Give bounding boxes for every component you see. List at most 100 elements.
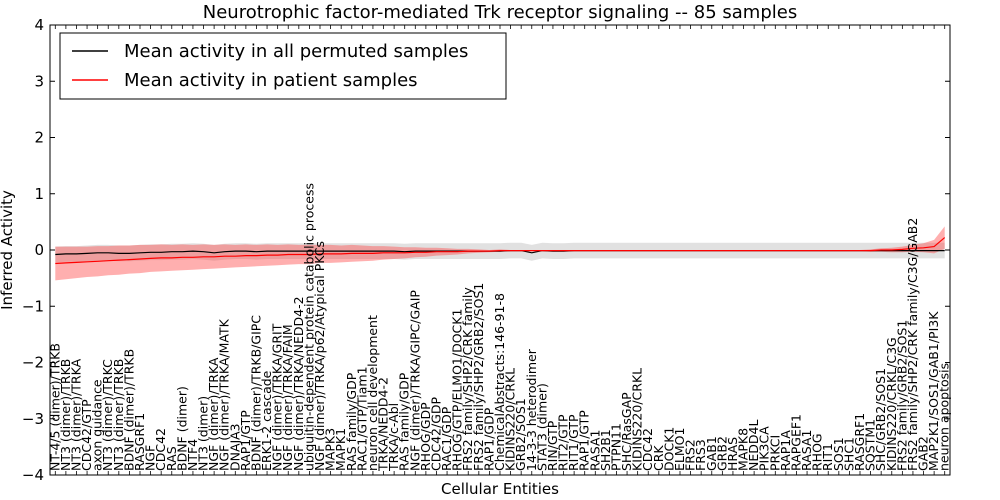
entity-label: MAP2K1/SOS1/GAB1/PI3K bbox=[926, 311, 941, 471]
entity-label: CDC42/GTP bbox=[79, 399, 94, 471]
entity-label: HRAS bbox=[725, 437, 740, 471]
y-tick-label: 0 bbox=[34, 241, 44, 259]
entity-label: PIK3CA bbox=[757, 426, 772, 471]
line-patient bbox=[55, 237, 946, 265]
entity-label: 14-3-3 heterodimer bbox=[524, 348, 539, 471]
y-tick-label: 4 bbox=[34, 16, 44, 34]
entity-label: RAC1/GDP bbox=[439, 406, 454, 471]
entity-label: RAS family/GDP bbox=[344, 372, 359, 471]
entity-label: NGF bbox=[143, 445, 158, 471]
entity-label: SQSTM1 bbox=[863, 419, 878, 471]
entity-label: RASA1 bbox=[799, 430, 814, 471]
entity-label: FRS2 family/SHP2/CRK family bbox=[460, 287, 475, 471]
entity-label: NT3 (dimer)/TRKC bbox=[100, 359, 115, 471]
entity-label: RHOG/GDP bbox=[418, 402, 433, 471]
x-axis-label: Cellular Entities bbox=[441, 480, 559, 498]
entity-label: neuron cell development bbox=[365, 315, 380, 471]
entity-label: NGF (dimer)/TRKA/FAIM bbox=[280, 324, 295, 471]
entity-label: RIN/GTP bbox=[545, 420, 560, 471]
entity-label: MAPK8 bbox=[736, 428, 751, 471]
entity-label: NGF (dimer)/TRKA bbox=[206, 357, 221, 471]
entity-label: RASA1 bbox=[587, 430, 602, 471]
entity-label: PTPN11 bbox=[609, 423, 624, 471]
entity-label: BDNF (dimer)/TRKB bbox=[121, 349, 136, 471]
band-patient bbox=[55, 226, 945, 281]
y-tick-label: −2 bbox=[22, 354, 44, 372]
legend-label: Mean activity in patient samples bbox=[124, 70, 418, 91]
entity-label: RAS bbox=[164, 446, 179, 471]
entity-label: NEDD4L bbox=[746, 420, 761, 471]
entity-label: FRS2 family/SHP2/GRB2/SOS1 bbox=[471, 283, 486, 471]
entity-label: RHOG/GTP/ELMO1/DOCK1 bbox=[450, 309, 465, 471]
series-lines bbox=[55, 237, 946, 265]
entity-label: GAB1 bbox=[704, 436, 719, 471]
chart-title: Neurotrophic factor-mediated Trk recepto… bbox=[203, 2, 797, 23]
entity-label: CRK bbox=[651, 445, 666, 471]
entity-label: RAP1A bbox=[778, 430, 793, 471]
entity-label: ERK1-2 cascade bbox=[259, 370, 274, 471]
entity-label: RIT1/GTP bbox=[566, 414, 581, 471]
entity-label: FRS2 family/GRB2/SOS1 bbox=[894, 320, 909, 471]
entity-label: BDNF (dimer) bbox=[174, 386, 189, 471]
entity-label: DNAJA3 bbox=[227, 424, 242, 472]
entity-label: SHC/GRB2/SOS1 bbox=[873, 368, 888, 471]
entity-label: RAP1/GDP bbox=[481, 407, 496, 471]
y-tick-label: −4 bbox=[22, 466, 44, 484]
band-permuted bbox=[55, 242, 945, 263]
entity-label: RAP1/GTP bbox=[577, 410, 592, 471]
entity-label: DOCK1 bbox=[661, 427, 676, 471]
entity-label: GAB2 bbox=[916, 436, 931, 471]
entity-label: KIDINS220/CRKL bbox=[503, 368, 518, 471]
y-tick-label: −3 bbox=[22, 410, 44, 428]
entity-label: SHC1 bbox=[841, 437, 856, 471]
legend: Mean activity in all permuted samples Mea… bbox=[59, 32, 507, 100]
entity-label: SHC/RasGAP bbox=[619, 392, 634, 471]
entity-label: BDNF (dimer)/TRKB/GIPC bbox=[249, 315, 264, 471]
entity-label: NT-4/5 (dimer)/TRKB bbox=[47, 343, 62, 471]
entity-label: GRB2/SOS1 bbox=[513, 398, 528, 471]
entity-label: RIT2/GTP bbox=[556, 414, 571, 471]
y-tick-label: −1 bbox=[22, 297, 44, 315]
entity-label: ELMO1 bbox=[672, 428, 687, 471]
entity-label: NT3 (dimer) bbox=[196, 396, 211, 471]
entity-label: FRS2 family/SHP2/CRK family/C3G/GAB2 bbox=[905, 218, 920, 471]
entity-label: RAPGEF1 bbox=[789, 414, 804, 471]
entity-label: RASGRF1 bbox=[132, 413, 147, 471]
entity-label: RHOG bbox=[810, 433, 825, 471]
entity-label: ubiquitin-dependent protein catabolic pr… bbox=[301, 183, 316, 471]
entity-label: STAT3 (dimer) bbox=[534, 383, 549, 471]
entity-label: NGF (dimer)/TRKA/GRIT bbox=[270, 323, 285, 471]
entity-label: TRKA/c-Abl bbox=[386, 403, 401, 472]
entity-label: MAPK1 bbox=[333, 428, 348, 471]
entity-label: RAS family/GDP bbox=[397, 372, 412, 471]
entity-label: CDC42/GDP bbox=[429, 396, 444, 471]
entity-label: TRKA/NEDD4-2 bbox=[376, 377, 391, 472]
y-tick-label: 3 bbox=[34, 72, 44, 90]
confidence-bands bbox=[55, 226, 945, 281]
entity-label: SOS1 bbox=[831, 437, 846, 471]
axes: −4 −3 −2 −1 0 1 2 3 4 bbox=[22, 16, 951, 484]
entity-label: FRS3 bbox=[693, 439, 708, 471]
entity-label: NT3 (dimer)/TRKB bbox=[111, 359, 126, 471]
entity-label: RAP1/GTP bbox=[238, 410, 253, 471]
entity-label: GRB2 bbox=[714, 436, 729, 471]
entity-label: NT3 (dimer)/TRKA bbox=[69, 358, 84, 471]
entity-label: neuron apoptosis bbox=[937, 363, 952, 471]
entity-label: axon guidance bbox=[90, 379, 105, 471]
entity-label: ChemicalAbstracts:146-91-8 bbox=[492, 293, 507, 471]
entity-label: RIT1 bbox=[820, 443, 835, 471]
entity-label: KIDINS220/CRKL/C3G bbox=[884, 337, 899, 471]
entity-label: KIDINS220/CRKL bbox=[630, 368, 645, 471]
entity-label: NT3 (dimer)/TRKB bbox=[58, 359, 73, 471]
entity-label: RASGRF1 bbox=[852, 413, 867, 471]
entity-label: RAC1/GTP/Tiam1 bbox=[354, 366, 369, 471]
entity-label: FRS2 bbox=[683, 439, 698, 471]
entity-label: PRKCI bbox=[767, 435, 782, 471]
y-tick-label: 1 bbox=[34, 185, 44, 203]
entity-label: CDC42 bbox=[640, 428, 655, 471]
y-tick-label: 2 bbox=[34, 129, 44, 147]
entity-label: MAPK3 bbox=[323, 428, 338, 471]
